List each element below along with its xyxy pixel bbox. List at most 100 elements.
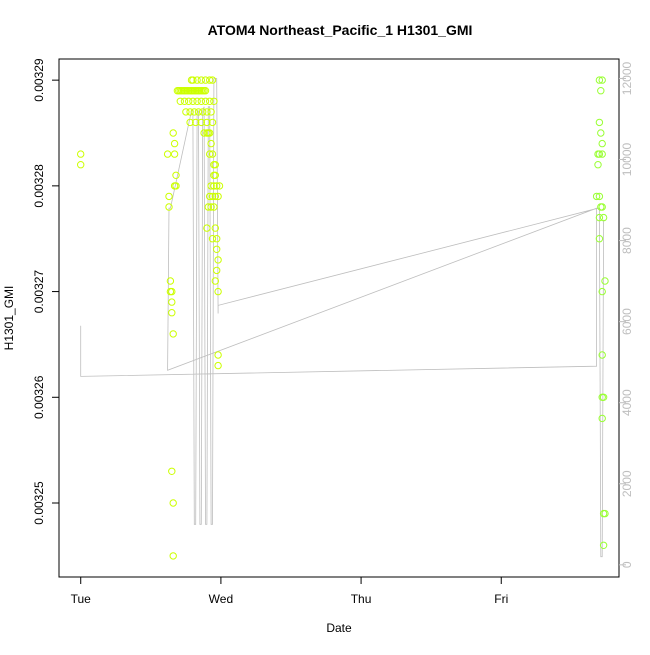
data-point [595, 118, 604, 127]
y-left-tick-label: 0.00325 [32, 481, 46, 525]
data-point [207, 182, 215, 190]
data-point [206, 192, 214, 201]
data-point [197, 97, 206, 106]
y-right-tick-label: 2000 [620, 470, 634, 497]
data-point [598, 287, 606, 296]
data-point [185, 97, 193, 106]
data-point [597, 87, 605, 95]
data-point [598, 351, 606, 359]
data-point [186, 108, 194, 116]
x-tick-label: Tue [71, 592, 92, 606]
data-point [598, 150, 606, 158]
data-point [206, 97, 214, 106]
data-point [598, 393, 606, 401]
y-right-tick-label: 10000 [620, 142, 634, 176]
data-point [206, 150, 214, 158]
data-point [210, 203, 218, 211]
data-point [168, 287, 176, 296]
x-tick-label: Thu [351, 592, 372, 606]
data-point [211, 171, 220, 180]
data-point [199, 108, 207, 116]
data-point [200, 129, 208, 137]
data-point [170, 182, 179, 190]
data-point [214, 192, 222, 201]
y-right-tick-label: 0 [620, 561, 634, 568]
y-right-tick-label: 8000 [620, 227, 634, 254]
chart-title: ATOM4 Northeast_Pacific_1 H1301_GMI [208, 22, 473, 38]
y-right-tick-label: 12000 [620, 61, 634, 95]
data-point [211, 224, 220, 232]
altitude-line-layer [80, 78, 605, 558]
y-right-tick-label: 4000 [620, 389, 634, 416]
altitude-line [80, 78, 605, 558]
data-point [168, 309, 176, 317]
data-point [197, 118, 206, 127]
data-point [169, 552, 177, 560]
data-point [599, 541, 608, 549]
data-point [595, 192, 604, 201]
data-point [176, 97, 185, 106]
y-right-tick-label: 6000 [620, 308, 634, 335]
data-point [169, 499, 177, 507]
data-point [206, 129, 214, 137]
data-point [597, 129, 605, 137]
data-point [592, 192, 601, 201]
data-point [169, 330, 177, 338]
data-point [207, 139, 215, 148]
data-point [169, 129, 177, 137]
axes-layer: Tue Wed Thu Fri 0.00325 0.00326 0.00327 0.00328… [32, 58, 634, 606]
y-left-tick-label: 0.00327 [32, 270, 46, 314]
data-point [598, 76, 606, 84]
data-point [77, 161, 85, 169]
data-point [204, 203, 213, 211]
data-point [190, 108, 199, 116]
data-point [208, 118, 217, 127]
data-point [189, 76, 197, 84]
data-point [172, 171, 180, 180]
plot-frame [58, 58, 620, 578]
y-left-tick-label: 0.00329 [32, 58, 46, 102]
data-point [170, 139, 179, 148]
data-point [215, 182, 224, 190]
data-point [192, 118, 200, 127]
data-point [163, 150, 172, 158]
data-point [170, 150, 179, 158]
data-point [595, 213, 604, 222]
data-point [207, 108, 215, 116]
data-point [214, 361, 222, 370]
data-point [197, 76, 206, 84]
data-point [213, 266, 221, 275]
data-point [208, 150, 217, 158]
data-point [211, 161, 220, 169]
data-point [598, 139, 606, 148]
data-point [165, 203, 173, 211]
data-point [168, 298, 176, 306]
data-point [182, 108, 190, 116]
data-point [213, 182, 221, 190]
data-point [210, 182, 218, 190]
data-point [598, 414, 606, 423]
data-point [210, 97, 218, 106]
data-point [168, 467, 176, 475]
data-point [207, 203, 215, 211]
data-point [598, 203, 606, 211]
data-point [77, 150, 85, 158]
data-point [213, 245, 221, 254]
data-point [180, 97, 189, 106]
data-point [208, 192, 217, 201]
data-point [165, 192, 173, 201]
data-point [595, 150, 604, 158]
data-point [208, 76, 217, 84]
x-axis-label: Date [326, 621, 352, 635]
data-point [201, 87, 210, 95]
data-point [599, 213, 608, 222]
data-point [211, 192, 220, 201]
data-point [201, 76, 210, 84]
data-point [201, 97, 210, 106]
data-point [194, 108, 203, 116]
data-point [595, 235, 604, 243]
data-point [203, 224, 211, 232]
x-tick-label: Wed [209, 592, 233, 606]
